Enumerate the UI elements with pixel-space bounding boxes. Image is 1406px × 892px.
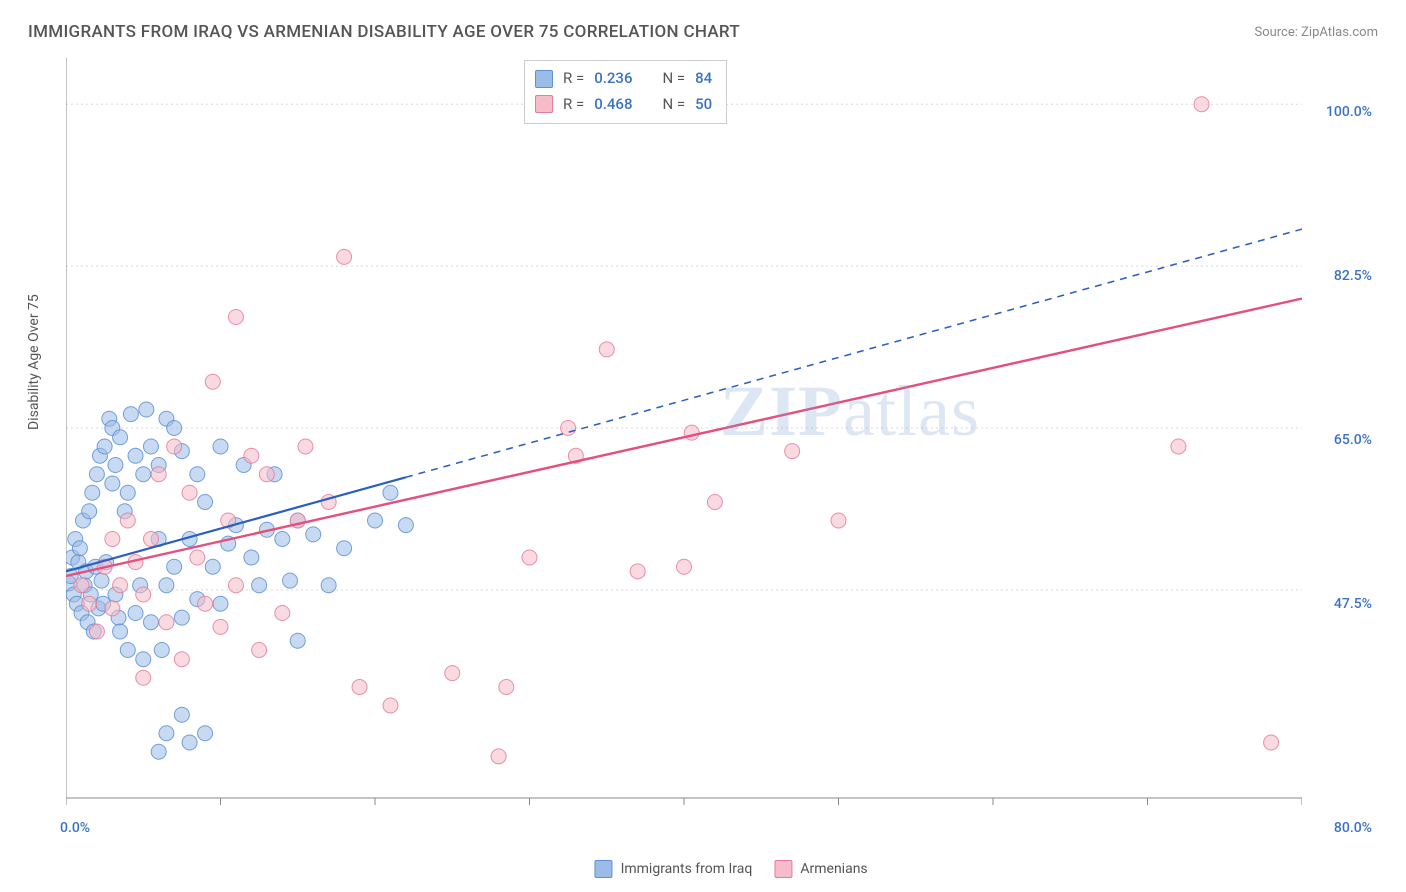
- n-value: 50: [695, 92, 712, 118]
- stats-row: R = 0.468 N = 50: [535, 92, 712, 118]
- y-tick-label: 47.5%: [1334, 596, 1372, 612]
- r-label: R =: [563, 66, 584, 92]
- stats-legend-box: R = 0.236 N = 84 R = 0.468 N = 50: [524, 60, 727, 124]
- x-max-label: 80.0%: [1334, 820, 1372, 836]
- y-axis-label: Disability Age Over 75: [26, 294, 42, 430]
- y-tick-label: 100.0%: [1326, 104, 1372, 120]
- legend-swatch-icon: [535, 70, 553, 88]
- n-label: N =: [662, 66, 685, 92]
- chart-title: IMMIGRANTS FROM IRAQ VS ARMENIAN DISABIL…: [28, 22, 740, 42]
- r-label: R =: [563, 92, 584, 118]
- y-tick-label: 82.5%: [1334, 268, 1372, 284]
- legend-label: Immigrants from Iraq: [621, 861, 753, 877]
- legend-item: Immigrants from Iraq: [595, 860, 753, 878]
- x-axis-legend: Immigrants from Iraq Armenians: [595, 860, 868, 878]
- stats-row: R = 0.236 N = 84: [535, 66, 712, 92]
- legend-item: Armenians: [774, 860, 867, 878]
- chart-area: [66, 58, 1302, 808]
- n-label: N =: [662, 92, 685, 118]
- scatter-plot: [66, 58, 1302, 808]
- legend-swatch-icon: [774, 860, 792, 878]
- x-min-label: 0.0%: [60, 820, 90, 836]
- r-value: 0.236: [594, 66, 632, 92]
- legend-swatch-icon: [535, 95, 553, 113]
- legend-swatch-icon: [595, 860, 613, 878]
- r-value: 0.468: [594, 92, 632, 118]
- y-tick-label: 65.0%: [1334, 432, 1372, 448]
- n-value: 84: [695, 66, 712, 92]
- legend-label: Armenians: [800, 861, 867, 877]
- source-label: Source: ZipAtlas.com: [1254, 25, 1378, 40]
